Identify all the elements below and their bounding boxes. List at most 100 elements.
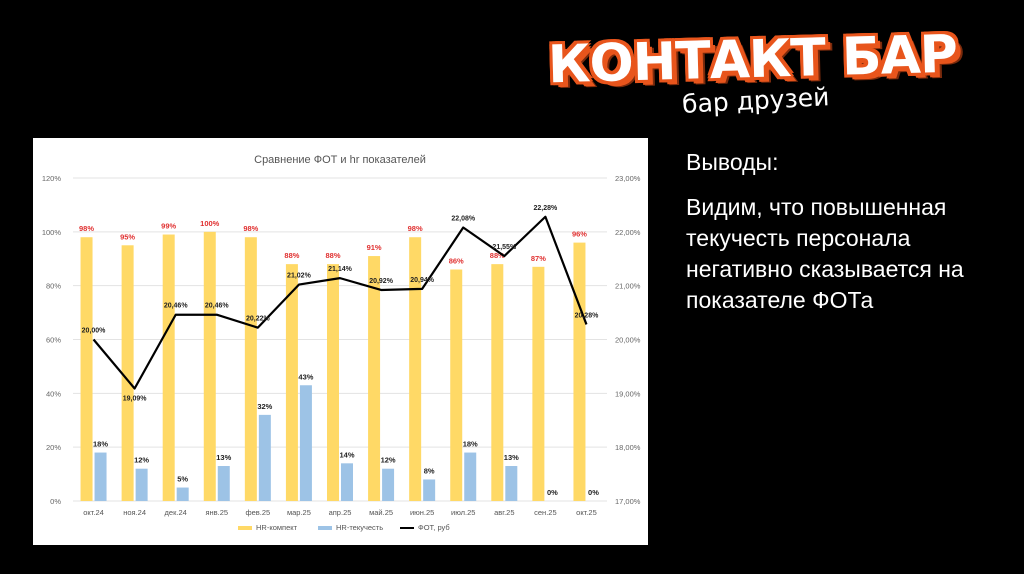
bar-hr-complect bbox=[450, 269, 463, 501]
bar-label-hr-complect: 100% bbox=[200, 219, 220, 228]
bar-hr-complect bbox=[573, 242, 586, 501]
y-right-tick-label: 20,00% bbox=[615, 336, 641, 345]
x-tick-label: дек.24 bbox=[165, 508, 187, 517]
bar-label-hr-turnover: 18% bbox=[93, 440, 108, 449]
conclusions-text: Видим, что повышенная текучесть персонал… bbox=[686, 194, 964, 313]
bar-label-hr-complect: 86% bbox=[449, 257, 464, 266]
x-tick-label: июн.25 bbox=[410, 508, 434, 517]
bar-label-hr-turnover: 14% bbox=[339, 450, 354, 459]
line-label-fot: 21,55% bbox=[492, 244, 517, 251]
line-fot bbox=[92, 215, 588, 390]
bar-hr-complect bbox=[368, 256, 381, 501]
legend-swatch-hr-complect bbox=[238, 526, 252, 530]
bar-label-hr-turnover: 12% bbox=[134, 456, 149, 465]
bar-hr-turnover bbox=[258, 414, 271, 501]
line-label-fot: 20,28% bbox=[575, 312, 600, 319]
bar-hr-turnover bbox=[135, 468, 148, 501]
bar-hr-turnover bbox=[299, 385, 312, 501]
bar-label-hr-complect: 98% bbox=[79, 224, 94, 233]
y-right-tick-label: 23,00% bbox=[615, 174, 641, 183]
bar-hr-complect bbox=[491, 264, 504, 501]
bar-label-hr-complect: 98% bbox=[243, 224, 258, 233]
bar-hr-complect bbox=[327, 264, 339, 501]
bar-hr-complect bbox=[532, 266, 545, 501]
bar-hr-turnover bbox=[217, 466, 230, 501]
line-label-fot: 21,02% bbox=[287, 273, 312, 280]
bar-label-hr-complect: 96% bbox=[572, 230, 587, 239]
y-left-tick-label: 80% bbox=[46, 282, 61, 291]
bar-label-hr-turnover: 12% bbox=[381, 456, 396, 465]
x-tick-label: июл.25 bbox=[451, 508, 475, 517]
y-left-tick-label: 0% bbox=[50, 497, 61, 506]
bar-label-hr-complect: 91% bbox=[367, 243, 382, 252]
legend-label-hr-complect: HR-компект bbox=[256, 523, 298, 532]
y-left-tick-label: 120% bbox=[42, 174, 62, 183]
bar-label-hr-complect: 88% bbox=[284, 251, 299, 260]
legend-label-hr-turnover: HR-текучесть bbox=[336, 523, 383, 532]
line-label-fot: 20,46% bbox=[164, 303, 189, 310]
line-label-fot: 19,09% bbox=[123, 395, 148, 402]
x-tick-label: мар.25 bbox=[287, 508, 311, 517]
bar-label-hr-turnover: 0% bbox=[547, 488, 558, 497]
bar-hr-turnover bbox=[464, 452, 477, 501]
conclusions-heading: Выводы: bbox=[686, 149, 779, 175]
x-tick-label: фев.25 bbox=[245, 508, 270, 517]
bar-label-hr-complect: 88% bbox=[490, 251, 505, 260]
bar-hr-turnover bbox=[176, 487, 189, 501]
bar-hr-turnover bbox=[382, 468, 395, 501]
bar-hr-complect bbox=[162, 234, 175, 501]
y-left-tick-label: 100% bbox=[42, 228, 62, 237]
bar-hr-complect bbox=[244, 237, 257, 501]
line-label-fot: 20,46% bbox=[205, 303, 230, 310]
bar-hr-turnover bbox=[423, 479, 436, 501]
line-label-fot: 20,94% bbox=[410, 277, 435, 284]
line-label-fot: 22,08% bbox=[451, 216, 476, 223]
bar-label-hr-turnover: 13% bbox=[504, 453, 519, 462]
y-right-tick-label: 18,00% bbox=[615, 443, 641, 452]
bar-hr-turnover bbox=[341, 463, 353, 501]
bar-label-hr-complect: 95% bbox=[120, 232, 135, 241]
bar-hr-complect bbox=[409, 237, 422, 501]
x-tick-label: авг.25 bbox=[494, 508, 514, 517]
line-label-fot: 22,28% bbox=[534, 205, 559, 212]
line-label-fot: 20,22% bbox=[246, 316, 271, 323]
legend-label-fot: ФОТ, руб bbox=[418, 523, 450, 532]
legend-swatch-hr-turnover bbox=[318, 526, 332, 530]
bar-hr-complect bbox=[285, 264, 298, 501]
bar-label-hr-turnover: 13% bbox=[216, 453, 231, 462]
line-label-fot: 21,14% bbox=[328, 266, 353, 273]
brand-logo: КОНТАКТ БАР бар друзей bbox=[547, 24, 988, 124]
x-tick-label: ноя.24 bbox=[123, 508, 146, 517]
y-right-tick-label: 22,00% bbox=[615, 228, 641, 237]
x-tick-label: апр.25 bbox=[329, 508, 352, 517]
chart-panel: Сравнение ФОТ и hr показателей 0% 20% 40% 60… bbox=[33, 138, 648, 545]
bar-label-hr-complect: 99% bbox=[161, 222, 176, 231]
bar-label-hr-turnover: 32% bbox=[257, 402, 272, 411]
chart-title: Сравнение ФОТ и hr показателей bbox=[254, 154, 426, 166]
logo-main-text: КОНТАКТ БАР bbox=[547, 24, 958, 96]
x-tick-label: май.25 bbox=[369, 508, 393, 517]
y-left-tick-label: 20% bbox=[46, 443, 61, 452]
y-left-tick-label: 40% bbox=[46, 389, 61, 398]
bar-label-hr-complect: 87% bbox=[531, 254, 546, 263]
x-tick-label: окт.24 bbox=[83, 508, 104, 517]
x-tick-label: янв.25 bbox=[205, 508, 228, 517]
line-label-fot: 20,00% bbox=[82, 328, 107, 335]
bar-label-hr-turnover: 8% bbox=[424, 466, 435, 475]
bar-hr-complect bbox=[203, 231, 216, 501]
bar-label-hr-turnover: 18% bbox=[463, 440, 478, 449]
x-tick-label: окт.25 bbox=[576, 508, 597, 517]
x-tick-label: сен.25 bbox=[534, 508, 557, 517]
combo-chart: Сравнение ФОТ и hr показателей 0% 20% 40% 60… bbox=[42, 154, 641, 532]
y-right-tick-label: 17,00% bbox=[615, 497, 641, 506]
bar-hr-complect bbox=[121, 245, 134, 501]
bar-label-hr-turnover: 5% bbox=[177, 475, 188, 484]
bar-hr-turnover bbox=[505, 466, 518, 501]
conclusions-block: Выводы: Видим, что повышенная текучесть … bbox=[686, 148, 1006, 316]
y-right-tick-label: 21,00% bbox=[615, 282, 641, 291]
bar-label-hr-complect: 88% bbox=[325, 251, 340, 260]
y-left-tick-label: 60% bbox=[46, 336, 61, 345]
bar-label-hr-turnover: 43% bbox=[298, 372, 313, 381]
line-label-fot: 20,92% bbox=[369, 278, 394, 285]
bar-label-hr-turnover: 0% bbox=[588, 488, 599, 497]
